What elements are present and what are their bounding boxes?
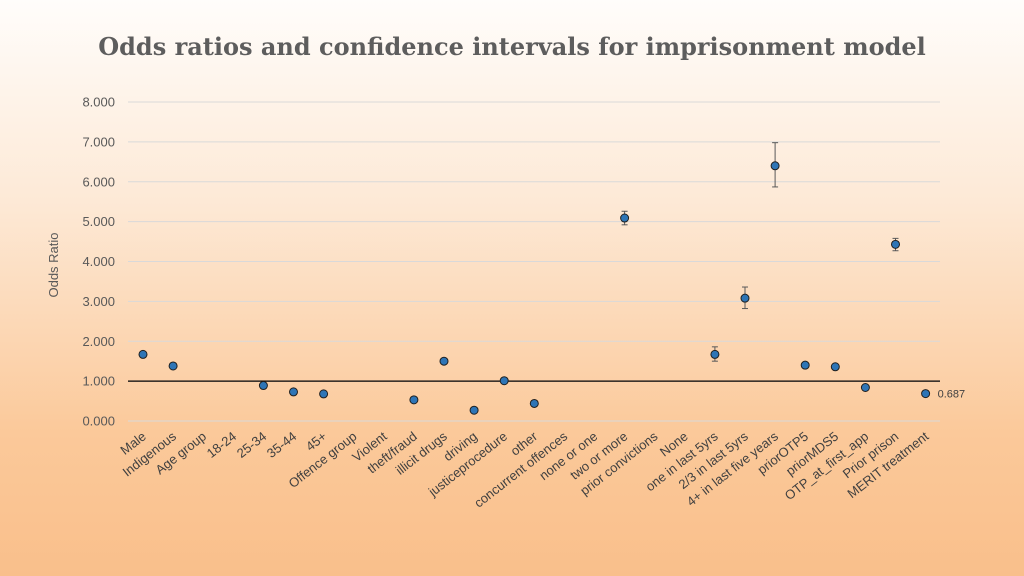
chart-title: Odds ratios and confidence intervals for… (98, 32, 926, 61)
data-point (860, 383, 870, 393)
y-tick-label: 8.000 (82, 95, 115, 110)
data-point (800, 360, 810, 370)
data-point (499, 376, 509, 386)
x-tick-label: 18-24 (204, 429, 239, 461)
y-axis-title: Odds Ratio (46, 232, 61, 297)
y-tick-label: 4.000 (82, 254, 115, 269)
data-label: 0.687 (938, 389, 966, 401)
data-point (469, 405, 479, 415)
y-tick-label: 7.000 (82, 134, 115, 149)
error-bars (621, 142, 899, 362)
data-labels: 0.687 (938, 389, 966, 401)
y-tick-label: 3.000 (82, 294, 115, 309)
data-point (770, 161, 780, 171)
data-point (289, 387, 298, 397)
data-point (830, 362, 840, 372)
data-point (409, 395, 419, 405)
y-tick-label: 6.000 (82, 174, 115, 189)
data-point (710, 349, 720, 359)
data-points (138, 161, 931, 415)
data-point (620, 213, 630, 223)
data-point (258, 381, 268, 391)
data-point (921, 389, 931, 399)
x-tick-label: 25-34 (234, 429, 269, 461)
y-axis-ticks: 0.000 1.000 2.000 3.000 4.000 5.000 6.000 7.000… (82, 95, 115, 429)
data-point (439, 356, 449, 366)
data-point (138, 349, 148, 359)
y-tick-label: 1.000 (82, 374, 115, 389)
y-tick-label: 2.000 (82, 334, 115, 349)
y-tick-label: 5.000 (82, 214, 115, 229)
data-point (319, 389, 329, 399)
data-point (740, 293, 750, 303)
x-tick-label: 35-44 (264, 429, 299, 461)
gridlines (128, 101, 940, 422)
data-point (168, 361, 178, 371)
y-tick-label: 0.000 (82, 414, 115, 429)
data-point (529, 398, 539, 408)
data-point (891, 239, 900, 249)
